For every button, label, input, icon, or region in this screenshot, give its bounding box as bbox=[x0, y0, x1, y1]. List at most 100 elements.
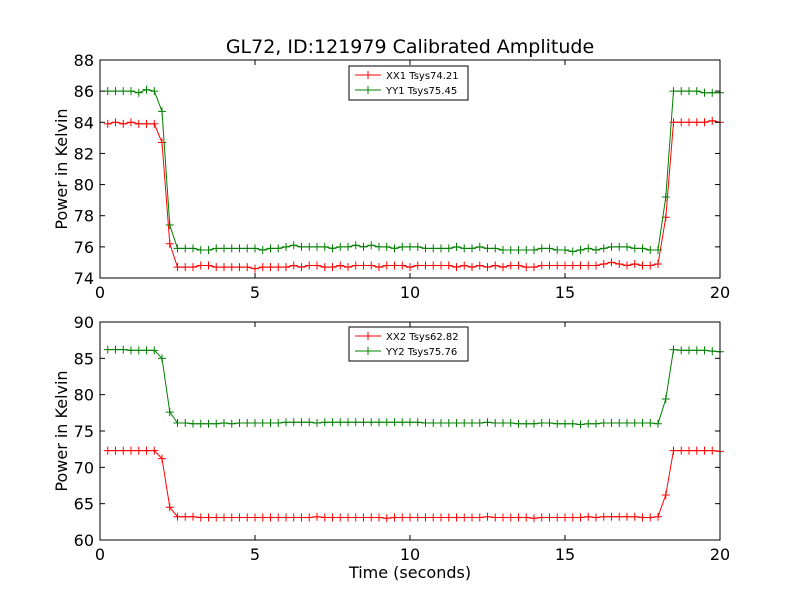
data-point-marker bbox=[390, 418, 399, 427]
y-tick-label: 80 bbox=[74, 176, 94, 195]
data-point-marker bbox=[669, 87, 678, 96]
data-point-marker bbox=[282, 242, 290, 251]
data-point-marker bbox=[351, 418, 360, 427]
data-point-marker bbox=[297, 418, 306, 427]
data-point-marker bbox=[537, 261, 546, 270]
data-point-marker bbox=[638, 244, 647, 253]
data-point-marker bbox=[499, 513, 507, 522]
data-point-marker bbox=[398, 418, 407, 427]
data-point-marker bbox=[491, 513, 500, 522]
data-point-marker bbox=[646, 261, 655, 270]
x-tick-label: 5 bbox=[250, 283, 260, 302]
data-point-marker bbox=[506, 261, 515, 270]
y-tick-label: 75 bbox=[74, 422, 94, 441]
data-point-marker bbox=[344, 263, 352, 272]
data-point-marker bbox=[336, 261, 345, 270]
data-point-marker bbox=[413, 418, 422, 427]
data-point-marker bbox=[615, 242, 624, 251]
data-point-marker bbox=[700, 446, 709, 455]
y-axis-title: Power in Kelvin bbox=[52, 370, 71, 491]
data-point-marker bbox=[530, 245, 538, 254]
data-point-marker bbox=[692, 118, 701, 127]
data-point-marker bbox=[607, 512, 616, 521]
data-point-marker bbox=[468, 263, 476, 272]
data-point-marker bbox=[119, 345, 128, 354]
data-point-marker bbox=[282, 263, 290, 272]
data-point-marker bbox=[320, 418, 329, 427]
data-point-marker bbox=[189, 244, 197, 253]
data-point-marker bbox=[173, 419, 182, 428]
data-point-marker bbox=[258, 245, 267, 254]
data-point-marker bbox=[491, 261, 500, 270]
data-point-marker bbox=[142, 446, 151, 455]
data-point-marker bbox=[390, 513, 399, 522]
data-point-marker bbox=[406, 263, 414, 272]
data-point-marker bbox=[235, 419, 244, 428]
data-point-marker bbox=[406, 513, 414, 522]
data-point-marker bbox=[692, 87, 701, 96]
data-point-marker bbox=[638, 261, 647, 270]
data-point-marker bbox=[553, 261, 562, 270]
data-point-marker bbox=[514, 245, 523, 254]
data-point-marker bbox=[158, 138, 166, 147]
data-point-marker bbox=[708, 446, 717, 455]
data-point-marker bbox=[677, 446, 686, 455]
data-point-marker bbox=[452, 242, 461, 251]
data-point-marker bbox=[313, 261, 321, 270]
data-point-marker bbox=[305, 242, 314, 251]
data-point-marker bbox=[382, 418, 391, 427]
y-tick-label: 70 bbox=[74, 458, 94, 477]
data-point-marker bbox=[359, 261, 368, 270]
data-point-marker bbox=[429, 261, 438, 270]
data-point-marker bbox=[483, 418, 492, 427]
data-point-marker bbox=[522, 513, 531, 522]
data-point-marker bbox=[111, 345, 120, 354]
data-point-marker bbox=[568, 261, 577, 270]
data-point-marker bbox=[646, 419, 655, 428]
data-point-marker bbox=[444, 513, 453, 522]
data-point-marker bbox=[344, 242, 352, 251]
data-point-marker bbox=[212, 263, 221, 272]
data-point-marker bbox=[576, 245, 585, 254]
data-point-marker bbox=[506, 245, 515, 254]
data-point-marker bbox=[189, 419, 197, 428]
data-point-marker bbox=[576, 420, 585, 429]
data-point-marker bbox=[584, 261, 593, 270]
data-point-marker bbox=[103, 446, 112, 455]
data-point-marker bbox=[708, 116, 717, 125]
data-point-marker bbox=[491, 244, 500, 253]
data-point-marker bbox=[537, 244, 546, 253]
data-point-marker bbox=[227, 513, 236, 522]
data-point-marker bbox=[204, 261, 213, 270]
data-point-marker bbox=[491, 419, 500, 428]
data-point-marker bbox=[615, 419, 624, 428]
data-point-marker bbox=[677, 118, 686, 127]
data-point-marker bbox=[530, 419, 538, 428]
data-point-marker bbox=[328, 244, 337, 253]
data-point-marker bbox=[305, 261, 314, 270]
data-point-marker bbox=[561, 245, 569, 254]
data-point-marker bbox=[514, 419, 523, 428]
data-point-marker bbox=[134, 446, 143, 455]
data-point-marker bbox=[708, 347, 717, 356]
data-point-marker bbox=[413, 261, 422, 270]
data-point-marker bbox=[196, 419, 205, 428]
data-point-marker bbox=[134, 346, 143, 355]
data-point-marker bbox=[313, 242, 321, 251]
data-point-marker bbox=[282, 513, 290, 522]
data-point-marker bbox=[599, 259, 608, 268]
x-tick-label: 0 bbox=[95, 545, 105, 564]
data-point-marker bbox=[142, 85, 151, 94]
y-tick-label: 60 bbox=[74, 531, 94, 550]
data-point-marker bbox=[561, 261, 569, 270]
data-point-marker bbox=[437, 244, 445, 253]
data-point-marker bbox=[274, 244, 283, 253]
data-point-marker bbox=[297, 242, 306, 251]
data-point-marker bbox=[437, 261, 445, 270]
data-point-marker bbox=[599, 244, 608, 253]
data-point-marker bbox=[212, 244, 221, 253]
data-point-marker bbox=[421, 261, 430, 270]
data-point-marker bbox=[444, 419, 453, 428]
data-point-marker bbox=[103, 119, 112, 128]
legend-label-0: XX1 Tsys74.21 bbox=[386, 71, 459, 82]
